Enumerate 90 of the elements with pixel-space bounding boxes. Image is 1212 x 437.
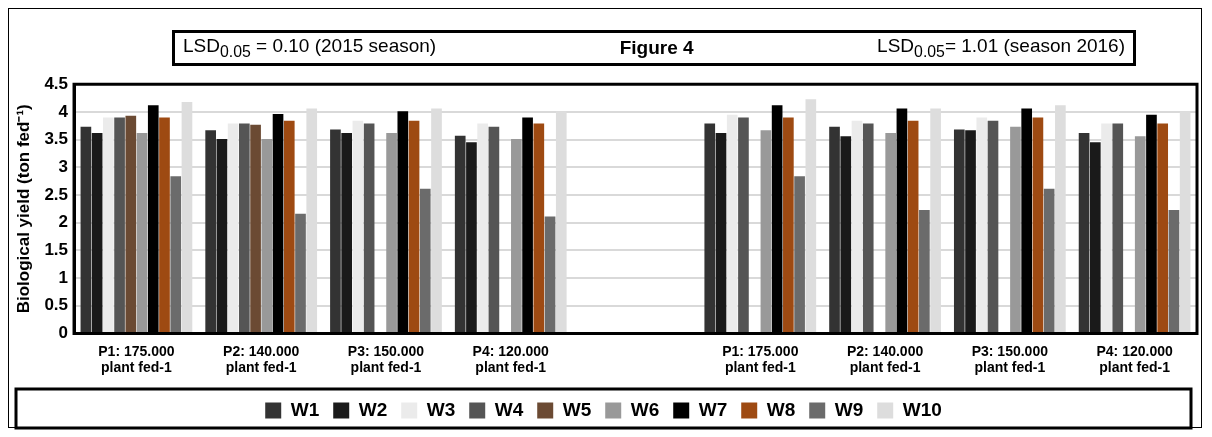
y-tick-label: 1.5 (44, 240, 69, 260)
bar (363, 123, 375, 333)
bar (953, 129, 965, 333)
bar (239, 123, 250, 333)
bar (227, 123, 239, 333)
bar (726, 114, 738, 333)
bar (840, 136, 852, 333)
bar (1043, 188, 1055, 333)
x-tick-label: P4: 120.000 plant fed-1 (472, 342, 550, 376)
bar (477, 123, 488, 333)
y-tick-label: 4.5 (44, 73, 69, 93)
bar (851, 120, 863, 333)
text: LSD$_{0.05}$= 1.01 (season 2016) (877, 35, 1125, 61)
legend-label: W10 (902, 398, 942, 420)
bar (511, 139, 522, 333)
x-tick-label: P4: 120.000 plant fed-1 (1096, 342, 1173, 376)
bar (103, 117, 114, 333)
bar (216, 139, 228, 333)
bar (1112, 123, 1124, 333)
y-tick-label: 0.5 (44, 295, 69, 315)
y-tick-label: 4 (58, 101, 69, 121)
bar (125, 115, 137, 333)
bar (907, 120, 919, 333)
x-tick-label: P2: 140.000 plant fed-1 (223, 342, 300, 376)
bar (466, 142, 477, 333)
bar (976, 117, 988, 333)
text: LSD$_{0.05}$ = 0.10 (2015 season) (183, 35, 437, 61)
bar (715, 132, 727, 333)
bar (783, 117, 794, 333)
legend-label: W4 (494, 398, 524, 420)
bar (80, 126, 92, 333)
legend-label: W8 (766, 398, 796, 420)
y-axis-title: Biological yield (ton fed⁻¹) (13, 104, 33, 314)
bar (987, 120, 999, 333)
bar (454, 135, 466, 333)
bar (794, 176, 805, 333)
bar (330, 129, 341, 333)
bar (1134, 136, 1146, 333)
bar (1157, 123, 1169, 333)
y-tick-label: 2 (58, 212, 69, 232)
bar (760, 130, 772, 333)
legend-label: W1 (290, 398, 320, 420)
bar (341, 132, 352, 333)
bar (205, 130, 216, 333)
bar (91, 132, 103, 333)
bar (408, 120, 420, 333)
bar (386, 132, 397, 333)
bar (1101, 123, 1112, 333)
bar (829, 126, 840, 333)
bar (136, 132, 148, 333)
bar (1078, 132, 1090, 333)
bar (919, 209, 930, 333)
bar (114, 117, 125, 333)
bar (533, 123, 545, 333)
bar (965, 130, 976, 333)
bar (1089, 142, 1101, 333)
chart-title: Figure 4 (619, 37, 694, 59)
legend-label: W2 (358, 398, 388, 420)
bar (170, 176, 182, 333)
bar (1168, 209, 1180, 333)
y-tick-label: 1 (58, 267, 69, 287)
bar (283, 120, 295, 333)
bar (1010, 126, 1021, 333)
bar (295, 213, 306, 333)
bar (738, 117, 749, 333)
x-tick-label: P3: 150.000 plant fed-1 (347, 342, 425, 376)
bar (544, 216, 556, 333)
legend-label: W9 (834, 398, 864, 420)
x-tick-label: P2: 140.000 plant fed-1 (846, 342, 924, 376)
bar (488, 126, 500, 333)
bar (352, 120, 364, 333)
y-tick-label: 0 (58, 323, 69, 343)
bar (1032, 117, 1044, 333)
bar (250, 124, 261, 333)
legend-label: W6 (630, 398, 660, 420)
bar (704, 123, 716, 333)
bar (885, 132, 897, 333)
legend-label: W3 (426, 398, 456, 420)
x-tick-label: P3: 150.000 plant fed-1 (971, 342, 1049, 376)
x-tick-label: P1: 175.000 plant fed-1 (722, 342, 799, 376)
bar (261, 139, 273, 333)
bar (862, 123, 874, 333)
x-tick-label: P1: 175.000 plant fed-1 (98, 342, 175, 376)
y-tick-label: 3.5 (44, 129, 69, 149)
y-tick-label: 3 (58, 156, 69, 176)
y-tick-label: 2.5 (44, 184, 69, 204)
legend-label: W7 (698, 398, 728, 420)
bar (159, 117, 170, 333)
bar (419, 188, 431, 333)
legend-label: W5 (562, 398, 592, 420)
